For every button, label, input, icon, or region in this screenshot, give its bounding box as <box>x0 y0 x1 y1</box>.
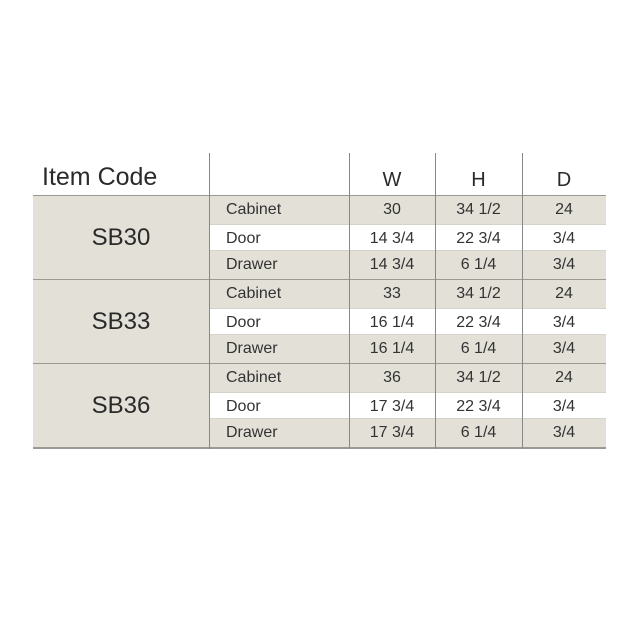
table-row: Cabinet 33 34 1/2 24 <box>209 280 606 308</box>
cell-w: 33 <box>383 285 401 302</box>
cell-h: 22 3/4 <box>456 313 501 331</box>
table-row: Drawer 14 3/4 6 1/4 3/4 <box>209 251 606 279</box>
cell-d: 24 <box>555 369 573 386</box>
cell-h: 34 1/2 <box>456 285 501 302</box>
part-name: Drawer <box>226 424 278 442</box>
cell-d: 24 <box>555 285 573 302</box>
table-row: Door 14 3/4 22 3/4 3/4 <box>209 223 606 252</box>
item-group: SB30 Cabinet 30 34 1/2 24 Door 14 3/4 22… <box>33 195 606 279</box>
cell-w: 17 3/4 <box>369 397 415 415</box>
table-row: Cabinet 30 34 1/2 24 <box>209 196 606 224</box>
part-name: Cabinet <box>226 285 282 302</box>
table-bottom-border <box>33 447 606 449</box>
item-group: SB33 Cabinet 33 34 1/2 24 Door 16 1/4 22… <box>33 279 606 363</box>
part-name: Drawer <box>226 340 278 358</box>
divider <box>349 153 350 449</box>
item-group: SB36 Cabinet 36 34 1/2 24 Door 17 3/4 22… <box>33 363 606 447</box>
cell-w: 17 3/4 <box>369 424 415 442</box>
part-name: Cabinet <box>226 201 282 218</box>
cell-h: 6 1/4 <box>460 340 497 358</box>
part-name: Door <box>226 397 261 415</box>
cell-d: 3/4 <box>552 313 576 331</box>
cell-w: 16 1/4 <box>369 313 415 331</box>
item-code: SB33 <box>33 280 209 363</box>
cell-d: 3/4 <box>552 340 576 358</box>
table-row: Door 16 1/4 22 3/4 3/4 <box>209 307 606 336</box>
cell-w: 30 <box>383 201 401 218</box>
part-name: Drawer <box>226 256 278 274</box>
part-name: Door <box>226 229 261 247</box>
cell-w: 14 3/4 <box>369 229 415 247</box>
table-header: Item Code W H D <box>33 153 606 195</box>
cell-w: 36 <box>383 369 401 386</box>
table-row: Drawer 16 1/4 6 1/4 3/4 <box>209 335 606 363</box>
cell-h: 22 3/4 <box>456 229 501 247</box>
cell-d: 3/4 <box>552 229 576 247</box>
cell-h: 6 1/4 <box>460 424 497 442</box>
cell-w: 14 3/4 <box>369 256 415 274</box>
part-name: Cabinet <box>226 369 282 386</box>
cell-h: 34 1/2 <box>456 369 501 386</box>
cell-d: 3/4 <box>552 424 576 442</box>
header-w: W <box>382 169 402 191</box>
header-d: D <box>556 169 572 191</box>
cell-d: 3/4 <box>552 397 576 415</box>
table-row: Drawer 17 3/4 6 1/4 3/4 <box>209 419 606 447</box>
cell-w: 16 1/4 <box>369 340 415 358</box>
divider <box>522 153 523 449</box>
table-row: Cabinet 36 34 1/2 24 <box>209 364 606 392</box>
divider <box>435 153 436 449</box>
item-code: SB36 <box>33 364 209 447</box>
header-item-code: Item Code <box>42 163 158 191</box>
divider <box>209 153 210 449</box>
dimensions-table: Item Code W H D SB30 Cabinet 30 34 1/2 2… <box>33 153 606 449</box>
cell-h: 22 3/4 <box>456 397 501 415</box>
part-name: Door <box>226 313 261 331</box>
cell-h: 34 1/2 <box>456 201 501 218</box>
cell-h: 6 1/4 <box>460 256 497 274</box>
cell-d: 3/4 <box>552 256 576 274</box>
header-h: H <box>471 169 486 191</box>
table-row: Door 17 3/4 22 3/4 3/4 <box>209 391 606 420</box>
item-code: SB30 <box>33 196 209 279</box>
cell-d: 24 <box>555 201 573 218</box>
